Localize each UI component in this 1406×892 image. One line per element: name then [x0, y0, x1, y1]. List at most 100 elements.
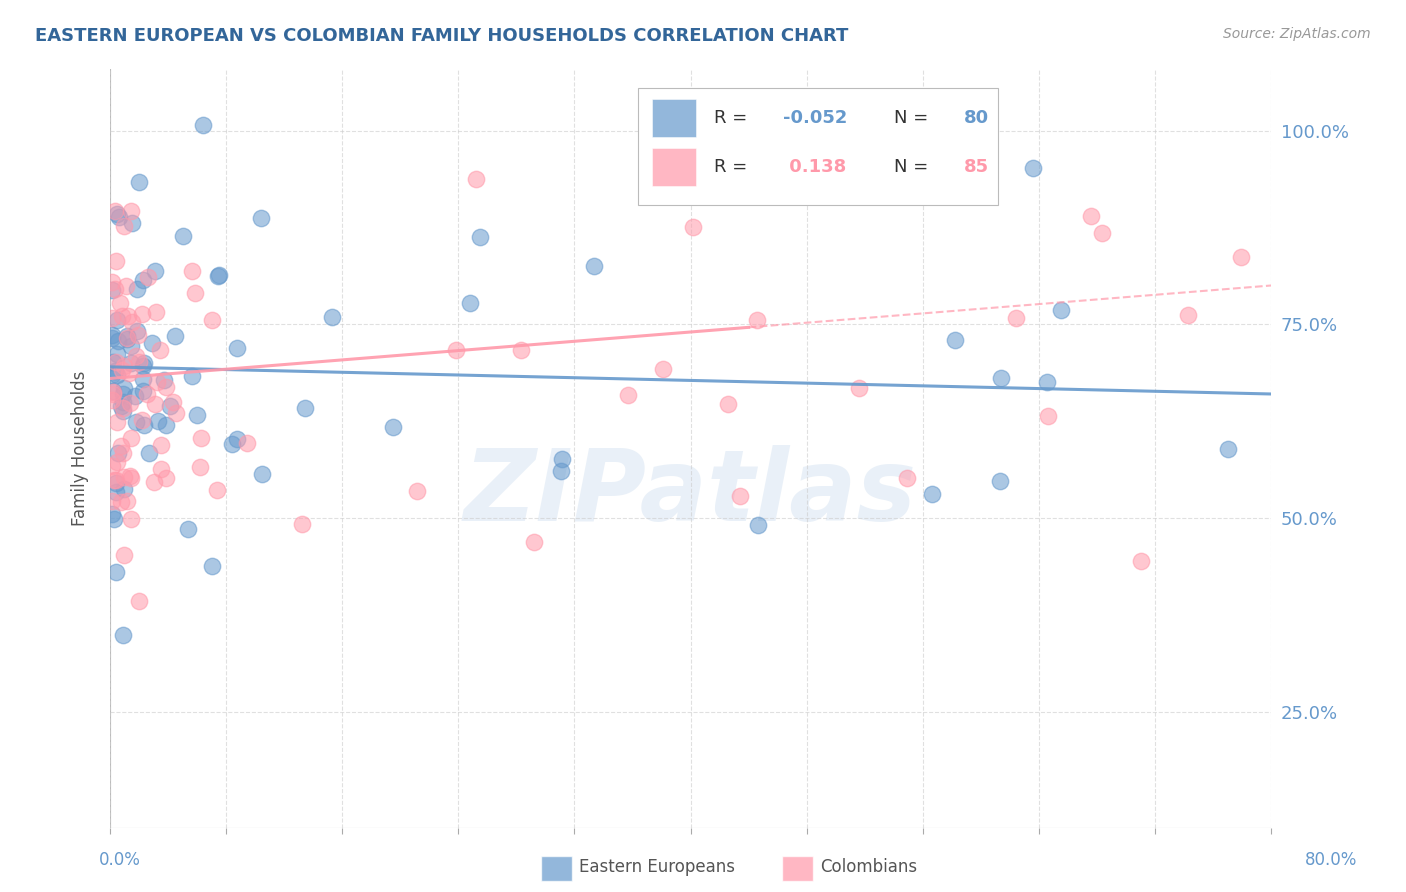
- Point: [921, 486, 943, 500]
- Point: [149, 343, 172, 358]
- Point: [101, 331, 124, 345]
- Point: [110, 495, 132, 509]
- Point: [143, 264, 166, 278]
- Point: [125, 324, 148, 338]
- Text: 80: 80: [963, 109, 988, 127]
- Point: [120, 431, 142, 445]
- Point: [104, 282, 127, 296]
- Point: [136, 270, 159, 285]
- Point: [728, 489, 751, 503]
- Point: [186, 409, 208, 423]
- Point: [132, 418, 155, 433]
- Point: [115, 331, 138, 345]
- Point: [180, 368, 202, 383]
- Point: [1036, 409, 1059, 424]
- Point: [105, 415, 128, 429]
- Point: [1049, 302, 1071, 317]
- Point: [120, 356, 142, 370]
- Text: 85: 85: [963, 158, 988, 177]
- Point: [100, 310, 122, 325]
- Point: [136, 387, 159, 401]
- Point: [205, 483, 228, 497]
- Point: [103, 384, 125, 398]
- Point: [104, 473, 127, 487]
- Point: [717, 396, 740, 410]
- Point: [111, 363, 134, 377]
- Point: [444, 343, 467, 357]
- Point: [134, 356, 156, 370]
- Point: [117, 366, 139, 380]
- Point: [458, 295, 481, 310]
- Point: [405, 483, 427, 498]
- Point: [184, 285, 207, 300]
- Point: [127, 328, 149, 343]
- Text: ZIPatlas: ZIPatlas: [464, 445, 917, 542]
- Text: Colombians: Colombians: [820, 858, 917, 876]
- Point: [747, 517, 769, 532]
- Point: [112, 359, 135, 374]
- Point: [115, 279, 138, 293]
- Point: [107, 210, 129, 224]
- Point: [550, 464, 572, 478]
- Point: [470, 230, 492, 244]
- Point: [1218, 442, 1240, 457]
- Point: [131, 273, 153, 287]
- Point: [111, 387, 134, 401]
- Point: [103, 512, 125, 526]
- Point: [107, 334, 129, 349]
- Point: [225, 341, 247, 355]
- Point: [105, 485, 128, 500]
- Point: [990, 371, 1012, 385]
- Point: [118, 396, 141, 410]
- FancyBboxPatch shape: [638, 87, 998, 205]
- Point: [848, 381, 870, 395]
- Point: [112, 483, 135, 497]
- Point: [149, 437, 172, 451]
- Point: [101, 275, 124, 289]
- Point: [111, 309, 134, 323]
- Point: [523, 534, 546, 549]
- Point: [112, 404, 135, 418]
- Point: [153, 373, 176, 387]
- Point: [1035, 375, 1057, 389]
- Point: [236, 435, 259, 450]
- Point: [115, 332, 138, 346]
- Point: [105, 455, 128, 469]
- Point: [1005, 310, 1028, 325]
- Point: [112, 381, 135, 395]
- Point: [108, 295, 131, 310]
- Point: [141, 335, 163, 350]
- Point: [111, 446, 134, 460]
- Point: [163, 329, 186, 343]
- Point: [112, 548, 135, 562]
- Point: [155, 417, 177, 432]
- Point: [201, 559, 224, 574]
- Point: [114, 469, 136, 483]
- Point: [382, 420, 405, 434]
- Point: [1080, 210, 1102, 224]
- Point: [207, 269, 229, 284]
- Point: [682, 219, 704, 234]
- Point: [1229, 250, 1251, 264]
- Text: N =: N =: [894, 109, 934, 127]
- Point: [745, 313, 768, 327]
- Y-axis label: Family Households: Family Households: [72, 370, 89, 526]
- Point: [291, 517, 314, 532]
- Point: [146, 414, 169, 428]
- Point: [180, 264, 202, 278]
- Point: [190, 459, 212, 474]
- Point: [132, 359, 155, 373]
- Point: [104, 253, 127, 268]
- Text: R =: R =: [714, 109, 752, 127]
- Text: 80.0%: 80.0%: [1305, 851, 1357, 869]
- Point: [101, 459, 124, 474]
- FancyBboxPatch shape: [652, 99, 696, 136]
- Point: [110, 399, 132, 413]
- Text: EASTERN EUROPEAN VS COLOMBIAN FAMILY HOUSEHOLDS CORRELATION CHART: EASTERN EUROPEAN VS COLOMBIAN FAMILY HOU…: [35, 27, 849, 45]
- Point: [121, 315, 143, 329]
- Point: [143, 396, 166, 410]
- Point: [1021, 161, 1043, 176]
- Point: [128, 594, 150, 608]
- Point: [138, 446, 160, 460]
- Point: [159, 399, 181, 413]
